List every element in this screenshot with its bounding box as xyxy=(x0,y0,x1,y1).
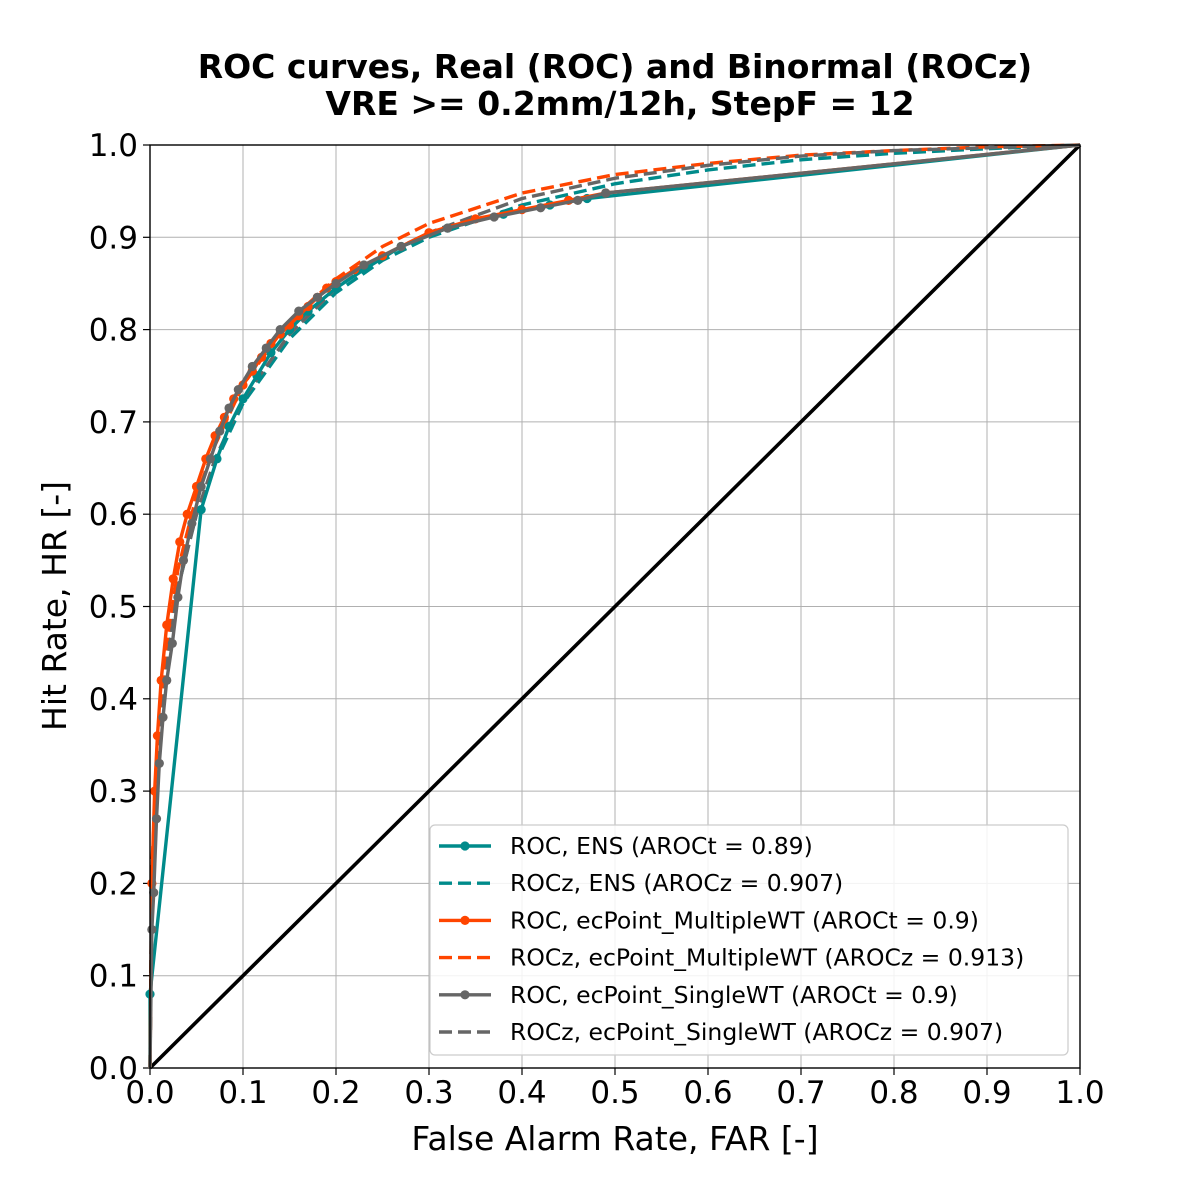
y-tick-label: 0.9 xyxy=(89,220,138,256)
data-point xyxy=(182,509,192,519)
x-tick-label: 0.2 xyxy=(311,1075,360,1111)
data-point xyxy=(212,454,222,464)
x-tick-label: 1.0 xyxy=(1055,1075,1104,1111)
data-point xyxy=(489,212,499,222)
chart-title: ROC curves, Real (ROC) and Binormal (ROC… xyxy=(198,47,1033,86)
legend-item: ROC, ENS (AROCt = 0.89) xyxy=(439,832,813,860)
legend-box xyxy=(429,824,1069,1056)
series-line xyxy=(148,143,1081,1069)
y-axis-label: Hit Rate, HR [-] xyxy=(35,481,74,731)
data-point xyxy=(147,924,157,935)
axis-ticks: 0.0 0.1 0.2 0.3 0.4 0.5 0.6 0.7 0.8 0.9 1.0 0.0 0.1 0… xyxy=(89,128,1105,1111)
data-point xyxy=(158,712,168,722)
data-point xyxy=(215,426,225,436)
y-tick-label: 0.3 xyxy=(89,774,138,810)
data-point xyxy=(261,343,271,353)
y-tick-label: 0.7 xyxy=(89,405,138,441)
data-point xyxy=(196,481,206,492)
legend: ROC, ENS (AROCt = 0.89) ROCz, ENS (AROCz … xyxy=(429,824,1069,1056)
data-point xyxy=(175,537,185,547)
data-point xyxy=(178,555,189,565)
legend-item: ROC, ecPoint_SingleWT (AROCt = 0.9) xyxy=(439,981,958,1009)
data-point xyxy=(205,454,216,464)
plot-series xyxy=(145,143,1082,1070)
data-point xyxy=(196,504,206,515)
data-point xyxy=(154,758,164,769)
chart-subtitle: VRE >= 0.2mm/12h, StepF = 12 xyxy=(325,84,914,123)
data-point xyxy=(312,292,322,302)
data-point xyxy=(162,620,172,630)
data-point xyxy=(601,188,611,198)
data-point xyxy=(224,403,234,413)
data-point xyxy=(168,574,178,584)
data-point xyxy=(396,241,406,252)
data-point xyxy=(173,592,183,602)
legend-label: ROC, ecPoint_SingleWT (AROCt = 0.9) xyxy=(510,981,958,1009)
legend-label: ROCz, ecPoint_SingleWT (AROCz = 0.907) xyxy=(510,1018,1003,1046)
y-tick-label: 0.5 xyxy=(89,590,138,626)
y-tick-label: 0.8 xyxy=(89,313,138,349)
legend-item: ROCz, ecPoint_SingleWT (AROCz = 0.907) xyxy=(439,1018,1003,1046)
legend-label: ROCz, ecPoint_MultipleWT (AROCz = 0.913) xyxy=(510,944,1024,972)
data-point xyxy=(224,421,234,432)
legend-item: ROC, ecPoint_MultipleWT (AROCt = 0.9) xyxy=(439,906,979,934)
x-tick-label: 0.4 xyxy=(497,1075,546,1111)
x-tick-label: 0.3 xyxy=(404,1075,453,1111)
series-line xyxy=(148,143,1081,1069)
legend-item: ROCz, ENS (AROCz = 0.907) xyxy=(439,869,843,897)
y-tick-label: 0.4 xyxy=(89,682,138,718)
legend-item: ROCz, ecPoint_MultipleWT (AROCz = 0.913) xyxy=(439,944,1024,972)
plot-frame xyxy=(149,144,1081,1069)
legend-label: ROC, ecPoint_MultipleWT (AROCt = 0.9) xyxy=(510,906,979,934)
data-point xyxy=(247,361,257,372)
series-line xyxy=(148,143,1082,1070)
data-point xyxy=(294,306,304,316)
x-tick-label: 0.7 xyxy=(776,1075,825,1111)
x-tick-label: 0.0 xyxy=(125,1075,174,1111)
data-point xyxy=(149,888,159,898)
data-point xyxy=(162,675,172,685)
data-point xyxy=(573,195,583,205)
x-tick-label: 0.5 xyxy=(590,1075,639,1111)
x-tick-label: 0.8 xyxy=(869,1075,918,1111)
data-point xyxy=(275,325,285,335)
series-1 xyxy=(148,143,1081,1069)
x-tick-label: 0.9 xyxy=(962,1075,1011,1111)
data-point xyxy=(187,518,197,529)
legend-marker xyxy=(460,841,470,851)
data-point xyxy=(359,260,369,270)
y-tick-label: 0.1 xyxy=(89,959,138,995)
series-6 xyxy=(148,143,1082,1070)
y-tick-label: 1.0 xyxy=(89,128,138,164)
data-point xyxy=(233,385,243,395)
y-tick-label: 0.2 xyxy=(89,866,138,902)
x-tick-label: 0.1 xyxy=(218,1075,267,1111)
legend-label: ROCz, ENS (AROCz = 0.907) xyxy=(510,869,843,897)
x-tick-label: 0.6 xyxy=(683,1075,732,1111)
data-point xyxy=(443,223,453,233)
data-point xyxy=(167,638,177,649)
legend-marker xyxy=(460,915,470,926)
y-tick-label: 0.6 xyxy=(89,497,138,533)
y-tick-label: 0.0 xyxy=(89,1051,138,1087)
data-point xyxy=(238,394,248,404)
legend-marker xyxy=(460,990,470,1000)
data-point xyxy=(331,278,341,289)
data-point xyxy=(151,814,162,824)
legend-label: ROC, ENS (AROCt = 0.89) xyxy=(510,832,813,860)
x-axis-label: False Alarm Rate, FAR [-] xyxy=(411,1119,818,1158)
data-point xyxy=(536,203,546,213)
